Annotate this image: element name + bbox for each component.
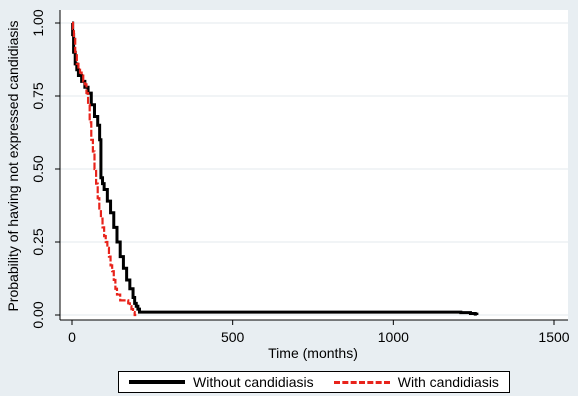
y-tick-label: 0.25 (30, 228, 46, 255)
y-tick-label: 1.00 (30, 9, 46, 36)
series-line-with-candidiasis (71, 21, 137, 317)
legend-swatch-black (129, 380, 186, 384)
x-tick-label: 1500 (538, 329, 569, 345)
chart-legend: Without candidiasis With candidiasis (118, 371, 510, 393)
x-tick-label: 500 (221, 329, 245, 345)
legend-item-with-candidiasis: With candidiasis (333, 374, 499, 390)
series-layer (71, 21, 479, 317)
legend-swatch-red (333, 380, 390, 384)
y-axis-label: Probability of having not expressed cand… (5, 20, 21, 311)
plot-background (60, 10, 568, 320)
tick-layer: 0.00 0.25 0.50 0.75 1.00 0 500 1000 1500 (30, 9, 570, 345)
legend-label-with-candidiasis: With candidiasis (397, 374, 499, 390)
x-axis-label: Time (months) (268, 345, 358, 361)
x-tick-label: 0 (68, 329, 76, 345)
series-line-without-candidiasis (71, 21, 479, 316)
legend-item-without-candidiasis: Without candidiasis (129, 374, 314, 390)
legend-label-without-candidiasis: Without candidiasis (193, 374, 314, 390)
grid-layer (60, 22, 568, 316)
x-tick-label: 1000 (378, 329, 409, 345)
y-tick-label: 0.50 (30, 155, 46, 182)
y-tick-label: 0.00 (30, 301, 46, 328)
y-tick-label: 0.75 (30, 82, 46, 109)
